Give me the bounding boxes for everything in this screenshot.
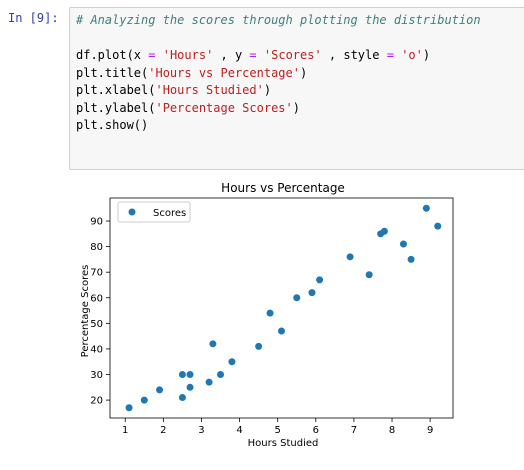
y-tick-label: 30 <box>90 370 103 381</box>
data-point <box>407 255 415 263</box>
data-point <box>422 204 430 212</box>
x-tick-label: 9 <box>427 425 433 436</box>
x-tick-label: 1 <box>122 425 128 436</box>
data-point <box>434 222 442 230</box>
code-line-title: plt.title('Hours vs Percentage') <box>76 65 308 80</box>
data-point <box>209 340 217 348</box>
code-line-show: plt.show() <box>76 118 149 132</box>
data-point <box>293 294 301 302</box>
data-point <box>308 289 316 297</box>
legend-box <box>117 201 191 223</box>
data-point <box>346 253 354 261</box>
y-tick-label: 50 <box>90 319 103 330</box>
data-point <box>255 342 263 350</box>
y-tick-label: 90 <box>90 217 103 228</box>
data-point <box>266 309 274 317</box>
x-tick-label: 8 <box>389 425 395 436</box>
x-tick-label: 2 <box>160 425 166 436</box>
y-tick-label: 70 <box>90 268 103 279</box>
chart-legend: Scores <box>117 201 191 223</box>
data-point <box>205 378 213 386</box>
x-axis-label: Hours Studied <box>248 438 319 449</box>
code-line-xlabel: plt.xlabel('Hours Studied') <box>76 83 272 97</box>
data-point <box>278 327 285 335</box>
y-tick-label: 80 <box>90 242 103 253</box>
code-line-plot: df.plot(x = 'Hours' , y = 'Scores' , sty… <box>76 48 431 62</box>
data-point <box>399 240 407 248</box>
data-point <box>140 396 148 404</box>
legend-label: Scores <box>153 208 186 219</box>
data-point <box>178 394 186 402</box>
y-tick-label: 20 <box>90 396 103 407</box>
legend-marker <box>128 208 136 216</box>
data-point <box>125 404 133 412</box>
data-point <box>156 386 164 394</box>
cell-prompt: In [9]: <box>8 11 59 25</box>
x-tick-label: 3 <box>198 425 204 436</box>
plot-frame <box>109 197 454 419</box>
code-line-ylabel: plt.ylabel('Percentage Scores') <box>76 100 300 115</box>
chart-title: Hours vs Percentage <box>221 181 345 195</box>
x-tick-label: 7 <box>351 425 357 436</box>
data-point <box>380 227 388 235</box>
y-tick-label: 40 <box>90 344 103 355</box>
data-point <box>217 371 225 379</box>
x-tick-label: 5 <box>275 425 281 436</box>
code-comment: # Analyzing the scores through plotting … <box>76 13 481 27</box>
data-point <box>365 271 373 279</box>
code-cell-input[interactable]: # Analyzing the scores through plotting … <box>69 7 524 170</box>
x-tick-label: 6 <box>313 425 319 436</box>
data-point <box>186 383 194 391</box>
y-tick-label: 60 <box>90 293 103 304</box>
x-tick-label: 4 <box>236 425 242 436</box>
data-point <box>316 276 324 284</box>
data-point <box>178 371 186 379</box>
data-point <box>228 358 236 366</box>
code-editor[interactable]: # Analyzing the scores through plotting … <box>76 12 481 135</box>
cell-output: Hours vs Percentage 1 2 3 4 5 6 7 8 9 20 30 40 50 60 7… <box>70 176 470 466</box>
scatter-chart: Hours vs Percentage 1 2 3 4 5 6 7 8 9 20 30 40 50 60 7… <box>80 181 454 449</box>
y-axis-label: Percentage Scores <box>80 265 91 358</box>
data-point <box>186 371 194 379</box>
